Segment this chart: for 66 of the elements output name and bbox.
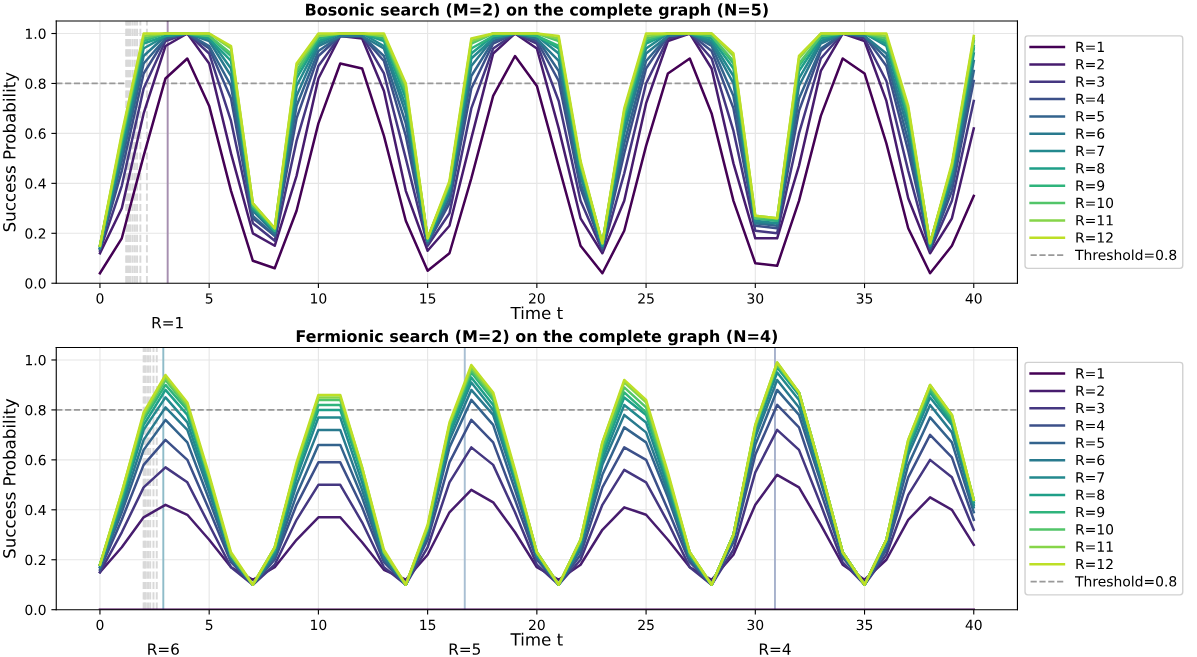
- legend-label: R=10: [1076, 197, 1114, 209]
- x-tick-label: 20: [529, 619, 545, 631]
- y-tick-label: 0.6: [25, 454, 46, 466]
- x-tick-label: 20: [529, 293, 545, 304]
- legend-label: R=3: [1076, 402, 1105, 414]
- x-axis-title: Time t: [510, 632, 563, 646]
- annotation: R=1: [152, 317, 183, 329]
- legend-label: R=7: [1076, 145, 1104, 156]
- legend-label: R=6: [1076, 128, 1105, 139]
- x-tick-label: 10: [311, 619, 327, 631]
- x-tick-label: 30: [747, 293, 764, 304]
- chart-title: Bosonic search (M=2) on the complete graph (N=5): [306, 3, 768, 19]
- y-tick-label: 0.8: [25, 78, 46, 89]
- legend-label: R=4: [1076, 420, 1105, 431]
- x-tick-label: 25: [638, 293, 654, 304]
- legend-label: R=9: [1076, 180, 1105, 191]
- x-axis-title: Time t: [510, 306, 563, 320]
- legend-label: R=5: [1076, 437, 1104, 448]
- x-tick-label: 40: [965, 293, 982, 304]
- x-tick-label: 10: [311, 293, 327, 304]
- legend-label: R=12: [1076, 558, 1113, 570]
- legend-label: R=6: [1076, 454, 1105, 466]
- legend-label: R=8: [1076, 489, 1105, 500]
- x-tick-label: 25: [638, 619, 654, 631]
- x-tick-label: 40: [965, 619, 982, 631]
- x-tick-label: 5: [205, 293, 213, 304]
- x-tick-label: 15: [420, 293, 436, 304]
- legend-label: R=2: [1076, 385, 1104, 396]
- x-tick-label: 35: [856, 619, 873, 631]
- legend-label: Threshold=0.8: [1074, 575, 1177, 587]
- x-tick-label: 30: [747, 619, 764, 631]
- y-tick-label: 0.0: [25, 604, 46, 616]
- y-tick-label: 0.6: [25, 128, 46, 139]
- legend-label: R=10: [1076, 524, 1114, 535]
- x-tick-label: 35: [856, 293, 873, 304]
- y-tick-label: 0.4: [25, 178, 46, 189]
- y-tick-label: 0.4: [25, 504, 46, 516]
- y-tick-label: 0.0: [25, 278, 46, 289]
- annotation: R=6: [148, 643, 179, 655]
- legend-label: R=11: [1076, 215, 1113, 226]
- legend-label: R=12: [1076, 232, 1113, 243]
- y-axis-title: Success Probability: [2, 72, 19, 232]
- legend-label: R=8: [1076, 162, 1105, 174]
- annotation: R=4: [759, 643, 791, 655]
- legend-label: R=5: [1076, 111, 1104, 122]
- legend-label: R=4: [1076, 93, 1105, 104]
- chart-title: Fermionic search (M=2) on the complete graph (N=4): [296, 329, 777, 346]
- x-tick-label: 5: [205, 619, 213, 631]
- y-tick-label: 0.8: [25, 404, 46, 416]
- legend-label: R=1: [1076, 368, 1104, 379]
- y-tick-label: 0.2: [25, 228, 46, 239]
- annotation: R=5: [449, 643, 480, 655]
- legend-label: R=2: [1076, 59, 1104, 70]
- x-tick-label: 15: [420, 619, 436, 631]
- y-axis-title: Success Probability: [2, 398, 19, 558]
- legend-label: R=7: [1076, 472, 1104, 483]
- legend-label: Threshold=0.8: [1074, 249, 1177, 261]
- legend-label: R=1: [1076, 41, 1104, 52]
- x-tick-label: 0: [96, 293, 104, 304]
- legend-label: R=9: [1076, 506, 1105, 518]
- y-tick-label: 1.0: [25, 28, 46, 39]
- y-tick-label: 1.0: [25, 354, 46, 366]
- y-tick-label: 0.2: [25, 554, 46, 566]
- x-tick-label: 0: [96, 619, 104, 631]
- legend-label: R=3: [1076, 76, 1105, 87]
- legend-label: R=11: [1076, 541, 1113, 552]
